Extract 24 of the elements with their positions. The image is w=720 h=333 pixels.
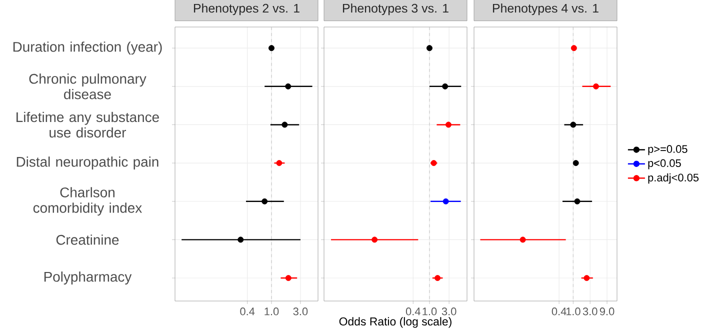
- y-tick-label: Polypharmacy: [44, 272, 132, 285]
- y-tick-label: Distal neuropathic pain: [16, 156, 158, 170]
- y-tick-label: Creatinine: [56, 234, 119, 245]
- y-tick-label: Chronic pulmonary disease: [29, 74, 146, 100]
- x-tick-label: 0.4: [240, 308, 255, 316]
- x-tick-label: 3.0: [293, 308, 308, 316]
- chart-title: Phenotypes 4 vs. 1: [492, 4, 598, 16]
- x-tick-label: 0.4: [406, 308, 420, 316]
- x-tick-label: 0.4: [552, 308, 566, 316]
- y-tick-label: Lifetime any substance use disorder: [16, 112, 159, 138]
- legend-label: p<0.05: [648, 159, 681, 170]
- chart-title: Phenotypes 3 vs. 1: [342, 4, 448, 16]
- x-tick-label: 3.0: [442, 308, 456, 316]
- x-tick-label: 3.0: [582, 308, 598, 316]
- x-tick-label: 1.0: [264, 308, 279, 316]
- x-tick-label: 1.0: [566, 308, 580, 316]
- y-tick-label: Charlson comorbidity index: [33, 187, 142, 216]
- legend-label: p.adj<0.05: [648, 173, 699, 184]
- x-axis-title: Odds Ratio (log scale): [339, 317, 452, 328]
- x-tick-label: 1.0: [422, 308, 437, 316]
- x-tick-label: 9.0: [600, 308, 614, 316]
- chart-title: Phenotypes 2 vs. 1: [194, 4, 300, 16]
- legend-label: p>=0.05: [648, 145, 688, 156]
- y-tick-label: Duration infection (year): [13, 42, 162, 55]
